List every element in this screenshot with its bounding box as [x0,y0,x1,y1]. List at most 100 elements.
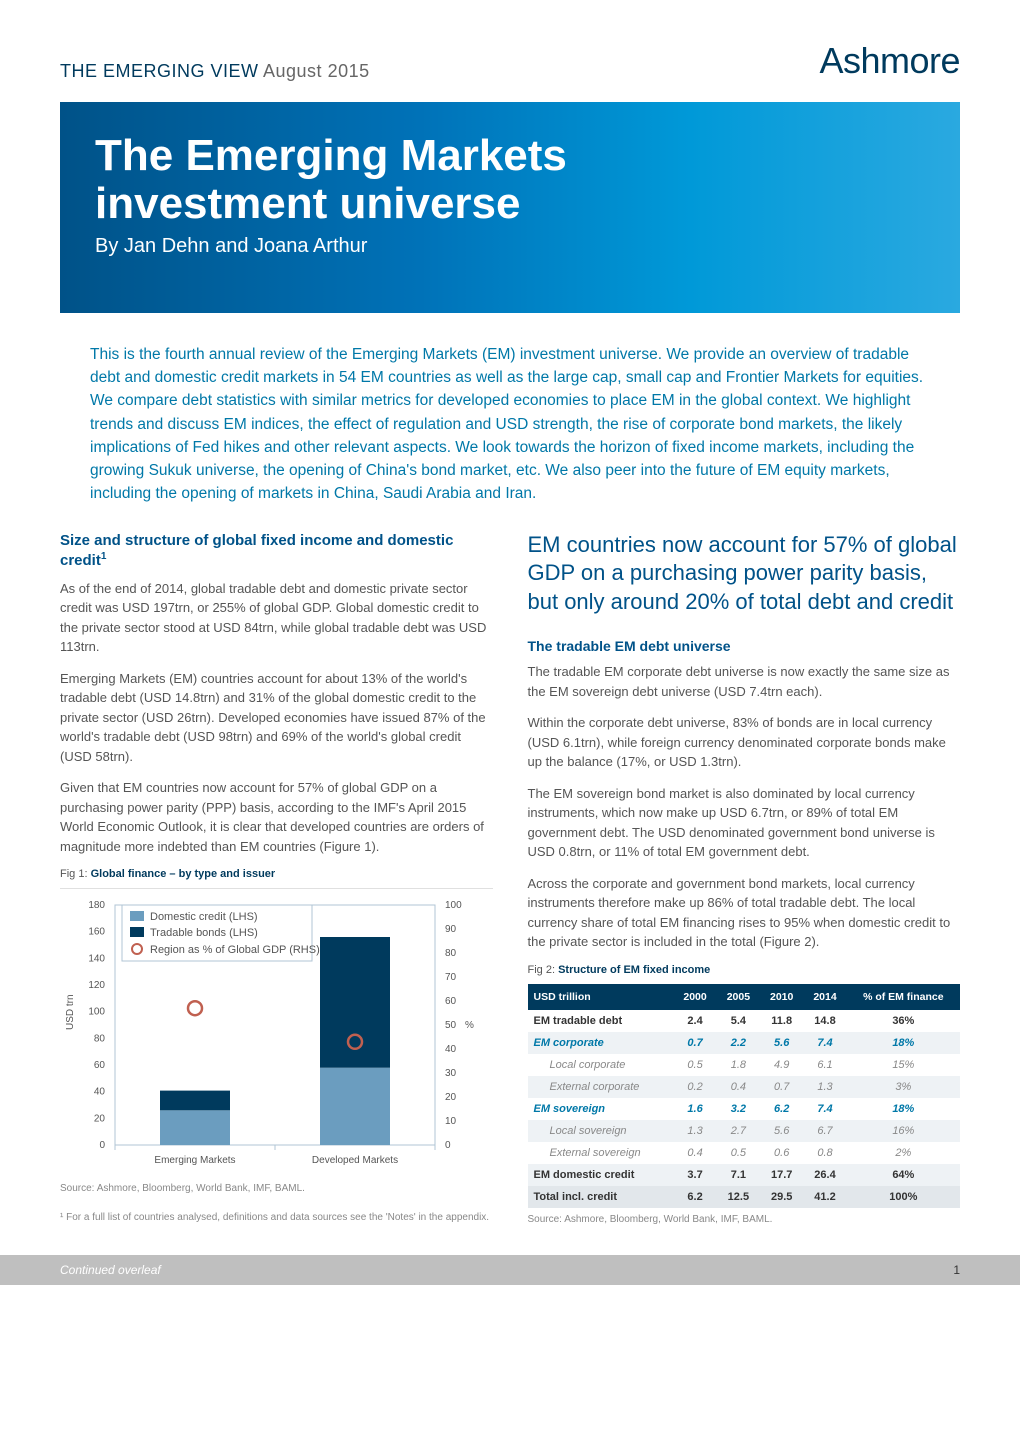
table-cell: 1.6 [673,1098,716,1120]
table-cell: 0.5 [717,1142,760,1164]
svg-text:0: 0 [445,1140,451,1151]
callout-quote: EM countries now account for 57% of glob… [528,531,961,617]
legend-swatch-credit [130,911,144,921]
svg-text:100: 100 [88,1007,105,1018]
table-row: Total incl. credit6.212.529.541.2100% [528,1186,961,1208]
legend-gdp: Region as % of Global GDP (RHS) [150,944,320,956]
fig1-bold: Global finance – by type and issuer [91,868,276,880]
table-col-2: 2005 [717,984,760,1010]
svg-text:30: 30 [445,1068,457,1079]
table-row: External corporate0.20.40.71.33% [528,1076,961,1098]
right-para3: The EM sovereign bond market is also dom… [528,784,961,862]
table-row: EM domestic credit3.77.117.726.464% [528,1164,961,1186]
table-cell: 36% [847,1010,960,1032]
bar-em-credit [160,1110,230,1145]
table-row: Local sovereign1.32.75.66.716% [528,1120,961,1142]
table-col-0: USD trillion [528,984,674,1010]
svg-text:120: 120 [88,980,105,991]
table-cell: 0.4 [717,1076,760,1098]
table-cell: 1.8 [717,1054,760,1076]
svg-text:40: 40 [94,1087,106,1098]
table-cell: 64% [847,1164,960,1186]
table-cell: EM tradable debt [528,1010,674,1032]
left-section-title-text: Size and structure of global fixed incom… [60,532,453,570]
page-footer: Continued overleaf 1 [0,1255,1020,1285]
right-para2: Within the corporate debt universe, 83% … [528,713,961,772]
fig1-label: Fig 1: Global finance – by type and issu… [60,868,493,880]
table-cell: 6.2 [760,1098,803,1120]
plot-area: 0 20 40 60 80 100 120 140 160 180 [65,900,474,1166]
legend-swatch-bonds [130,927,144,937]
table-cell: Local sovereign [528,1120,674,1142]
left-para3: Given that EM countries now account for … [60,778,493,856]
eyebrow-date: August 2015 [259,61,370,81]
table-cell: 1.3 [673,1120,716,1142]
cat-dm: Developed Markets [312,1155,398,1166]
table-cell: 7.1 [717,1164,760,1186]
table-cell: 3% [847,1076,960,1098]
table-cell: 26.4 [803,1164,846,1186]
fig2-source: Source: Ashmore, Bloomberg, World Bank, … [528,1214,961,1225]
table-cell: EM sovereign [528,1098,674,1120]
table-row: External sovereign0.40.50.60.82% [528,1142,961,1164]
table-cell: 7.4 [803,1032,846,1054]
table-cell: 2.2 [717,1032,760,1054]
table-cell: 5.6 [760,1032,803,1054]
right-column: EM countries now account for 57% of glob… [528,531,961,1225]
table-col-4: 2014 [803,984,846,1010]
svg-text:10: 10 [445,1116,457,1127]
table-cell: 18% [847,1032,960,1054]
table-cell: 7.4 [803,1098,846,1120]
svg-text:60: 60 [445,996,457,1007]
table-body: EM tradable debt2.45.411.814.836%EM corp… [528,1010,961,1208]
table-col-5: % of EM finance [847,984,960,1010]
right-para1: The tradable EM corporate debt universe … [528,662,961,701]
table-cell: 3.7 [673,1164,716,1186]
right-para4: Across the corporate and government bond… [528,874,961,952]
fig1-chart: Domestic credit (LHS) Tradable bonds (LH… [60,888,493,1177]
marker-em-gdp [188,1001,202,1015]
svg-text:20: 20 [445,1092,457,1103]
table-col-3: 2010 [760,984,803,1010]
table-cell: 6.2 [673,1186,716,1208]
table-cell: 0.2 [673,1076,716,1098]
fig1-source: Source: Ashmore, Bloomberg, World Bank, … [60,1183,493,1194]
fig2-bold: Structure of EM fixed income [558,964,710,976]
page-number: 1 [953,1263,960,1277]
table-cell: External sovereign [528,1142,674,1164]
svg-text:180: 180 [88,900,105,911]
table-row: EM tradable debt2.45.411.814.836% [528,1010,961,1032]
table-cell: 12.5 [717,1186,760,1208]
eyebrow-main: THE EMERGING VIEW [60,61,259,81]
table-cell: 16% [847,1120,960,1142]
table-cell: Local corporate [528,1054,674,1076]
table-cell: 0.7 [673,1032,716,1054]
table-cell: 5.4 [717,1010,760,1032]
svg-text:0: 0 [99,1140,105,1151]
table-cell: 29.5 [760,1186,803,1208]
hero-banner: The Emerging Markets investment universe… [60,102,960,313]
svg-text:50: 50 [445,1020,457,1031]
table-cell: 0.6 [760,1142,803,1164]
table-cell: 14.8 [803,1010,846,1032]
table-row: EM sovereign1.63.26.27.418% [528,1098,961,1120]
hero-title-line1: The Emerging Markets [95,131,567,180]
table-cell: External corporate [528,1076,674,1098]
table-row: Local corporate0.51.84.96.115% [528,1054,961,1076]
table-cell: 2% [847,1142,960,1164]
table-cell: 5.6 [760,1120,803,1142]
table-cell: 41.2 [803,1186,846,1208]
table-cell: EM corporate [528,1032,674,1054]
table-row: EM corporate0.72.25.67.418% [528,1032,961,1054]
continued-text: Continued overleaf [60,1263,161,1277]
hero-title-line2: investment universe [95,179,521,228]
table-cell: 0.4 [673,1142,716,1164]
table-cell: 17.7 [760,1164,803,1186]
fig1-prefix: Fig 1: [60,868,91,880]
hero-byline: By Jan Dehn and Joana Arthur [95,235,925,258]
svg-text:160: 160 [88,927,105,938]
table-col-1: 2000 [673,984,716,1010]
legend-credit: Domestic credit (LHS) [150,911,258,923]
svg-text:60: 60 [94,1060,106,1071]
left-para2: Emerging Markets (EM) countries account … [60,669,493,767]
